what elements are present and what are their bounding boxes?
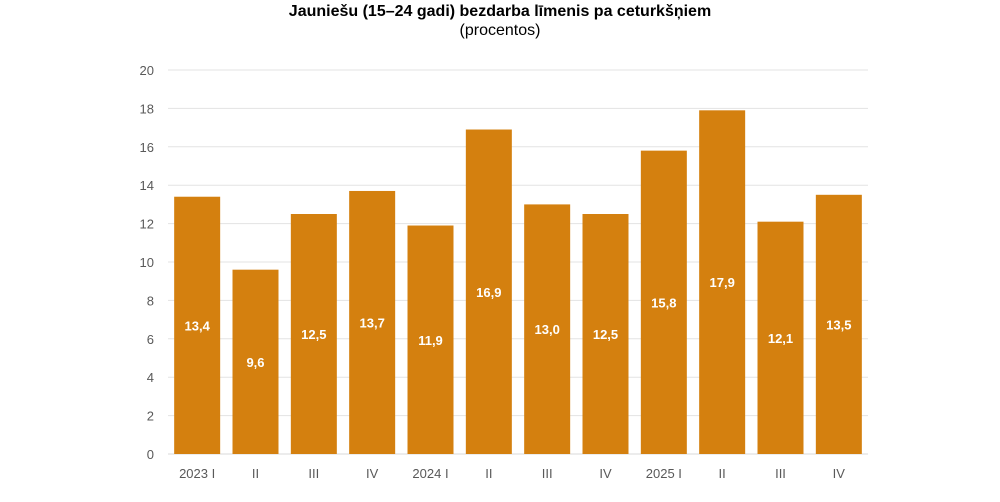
data-label: 12,5 [593, 327, 618, 342]
data-label: 12,1 [768, 331, 793, 346]
x-tick-label: IV [366, 466, 379, 481]
data-label: 13,5 [826, 317, 851, 332]
bar [757, 221, 804, 454]
data-label: 11,9 [418, 333, 443, 348]
data-label: 17,9 [710, 275, 735, 290]
bar [174, 196, 221, 454]
bar [407, 225, 454, 454]
bar [699, 110, 746, 454]
bar [815, 194, 862, 455]
y-tick-label: 20 [140, 63, 154, 78]
bar [640, 150, 687, 454]
x-tick-label: II [719, 466, 726, 481]
bar [349, 190, 396, 454]
y-tick-label: 10 [140, 255, 154, 270]
x-tick-label: 2023 I [179, 466, 215, 481]
x-tick-label: III [308, 466, 319, 481]
y-tick-label: 12 [140, 217, 154, 232]
bar [524, 204, 571, 454]
y-tick-label: 18 [140, 101, 154, 116]
bar [582, 214, 629, 454]
x-tick-label: 2024 I [412, 466, 448, 481]
data-label: 13,4 [185, 318, 211, 333]
data-label: 9,6 [246, 355, 264, 370]
y-tick-label: 16 [140, 140, 154, 155]
bar [232, 269, 279, 454]
data-label: 16,9 [476, 285, 501, 300]
data-label: 13,0 [535, 322, 560, 337]
bar [465, 129, 512, 454]
data-label: 13,7 [360, 315, 385, 330]
data-label: 15,8 [651, 295, 676, 310]
y-tick-label: 4 [147, 370, 154, 385]
x-tick-label: III [542, 466, 553, 481]
x-tick-label: III [775, 466, 786, 481]
x-tick-label: 2025 I [646, 466, 682, 481]
x-tick-label: II [252, 466, 259, 481]
y-tick-label: 14 [140, 178, 154, 193]
y-tick-label: 0 [147, 447, 154, 462]
chart-subtitle: (procentos) [459, 22, 541, 39]
x-tick-label: IV [599, 466, 612, 481]
data-label: 12,5 [301, 327, 326, 342]
chart-title: Jauniešu (15–24 gadi) bezdarba līmenis p… [288, 3, 712, 20]
x-tick-label: IV [833, 466, 846, 481]
bar [290, 214, 337, 454]
y-tick-label: 6 [147, 332, 154, 347]
y-tick-label: 2 [147, 409, 154, 424]
y-tick-label: 8 [147, 293, 154, 308]
x-tick-label: II [485, 466, 492, 481]
